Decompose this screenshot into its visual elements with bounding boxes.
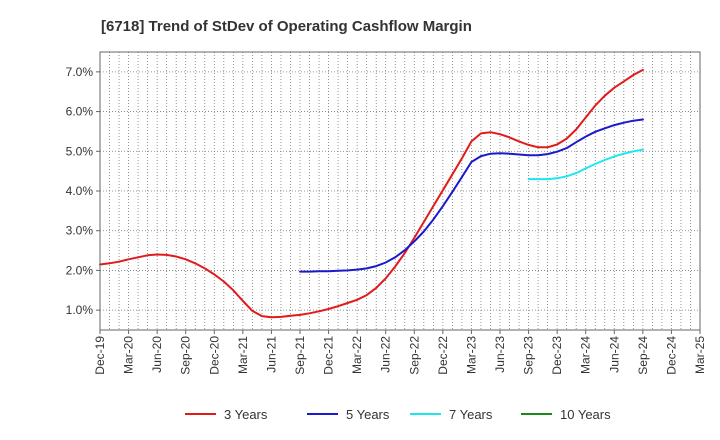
y-tick-label: 1.0% <box>66 303 94 317</box>
x-tick-label: Dec-22 <box>436 336 450 375</box>
x-tick-label: Dec-24 <box>664 336 678 375</box>
y-tick-label: 2.0% <box>66 263 94 277</box>
legend-label-10-years: 10 Years <box>560 407 611 422</box>
x-tick-label: Jun-23 <box>493 336 507 373</box>
x-tick-label: Dec-23 <box>550 336 564 375</box>
x-tick-label: Dec-20 <box>207 336 221 375</box>
x-tick-label: Dec-21 <box>322 336 336 375</box>
legend: 3 Years 5 Years 7 Years 10 Years <box>185 407 611 422</box>
x-tick-label: Mar-24 <box>579 336 593 374</box>
x-tick-label: Sep-23 <box>522 336 536 375</box>
x-tick-label: Jun-22 <box>379 336 393 373</box>
x-tick-label: Sep-22 <box>407 336 421 375</box>
x-tick-label: Mar-25 <box>693 336 707 374</box>
x-tick-label: Dec-19 <box>93 336 107 375</box>
y-tick-label: 6.0% <box>66 105 94 119</box>
x-tick-label: Sep-21 <box>293 336 307 375</box>
y-tick-label: 5.0% <box>66 144 94 158</box>
series-line-3-years <box>99 68 644 319</box>
grid <box>99 52 701 330</box>
x-tick-label: Mar-22 <box>350 336 364 374</box>
y-tick-label: 7.0% <box>66 65 94 79</box>
y-axis-ticks: 1.0% 2.0% 3.0% 4.0% 5.0% 6.0% 7.0% <box>66 65 100 317</box>
x-tick-label: Jun-20 <box>150 336 164 373</box>
series-line-7-years <box>527 148 644 181</box>
series-line-5-years <box>299 118 644 273</box>
legend-label-7-years: 7 Years <box>449 407 493 422</box>
x-tick-label: Sep-20 <box>179 336 193 375</box>
x-tick-label: Sep-24 <box>636 336 650 375</box>
legend-label-3-years: 3 Years <box>224 407 268 422</box>
x-tick-label: Jun-21 <box>264 336 278 373</box>
x-tick-label: Mar-21 <box>236 336 250 374</box>
legend-label-5-years: 5 Years <box>346 407 390 422</box>
y-tick-label: 3.0% <box>66 224 94 238</box>
chart-title: [6718] Trend of StDev of Operating Cashf… <box>101 18 472 35</box>
y-tick-label: 4.0% <box>66 184 94 198</box>
x-tick-label: Mar-20 <box>122 336 136 374</box>
series-lines <box>99 68 644 319</box>
x-axis-ticks: Dec-19 Mar-20 Jun-20 Sep-20 Dec-20 Mar-21 Jun-… <box>93 330 707 375</box>
x-tick-label: Mar-23 <box>464 336 478 374</box>
x-tick-label: Jun-24 <box>607 336 621 373</box>
